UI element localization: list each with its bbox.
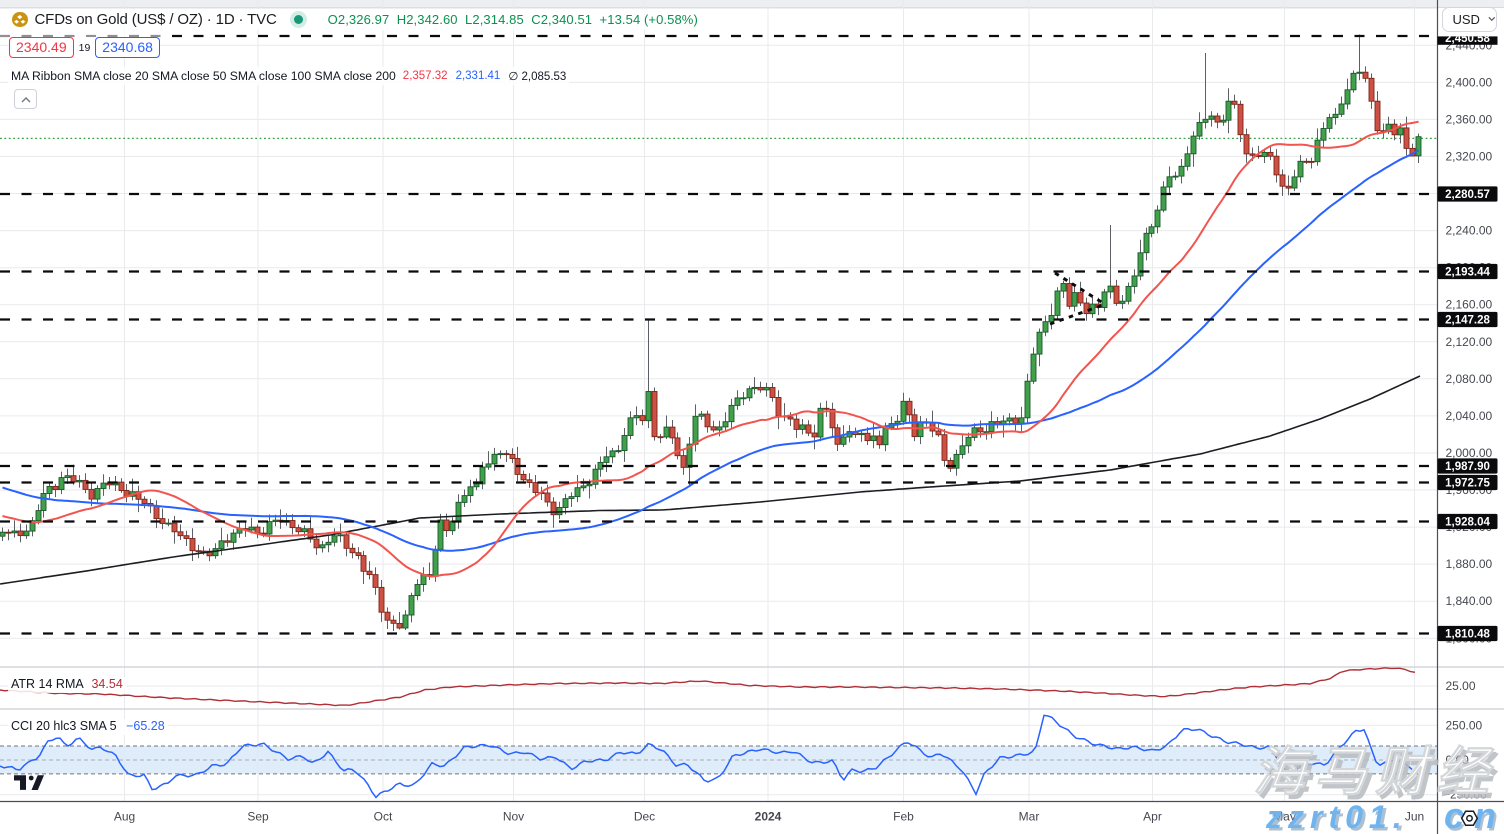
svg-text:1,928.04: 1,928.04 [1445, 517, 1490, 529]
svg-text:Feb: Feb [893, 810, 914, 824]
svg-text:2,147.28: 2,147.28 [1445, 315, 1490, 327]
svg-text:Oct: Oct [374, 810, 393, 824]
svg-text:1,810.48: 1,810.48 [1445, 629, 1490, 641]
svg-text:2024: 2024 [755, 810, 782, 824]
svg-text:2,450.58: 2,450.58 [1445, 33, 1490, 45]
svg-text:1,840.00: 1,840.00 [1446, 594, 1493, 608]
svg-text:1,880.00: 1,880.00 [1446, 557, 1493, 571]
svg-text:25.00: 25.00 [1446, 679, 1476, 693]
svg-text:2,320.00: 2,320.00 [1446, 150, 1493, 164]
svg-text:2,280.57: 2,280.57 [1445, 189, 1490, 201]
svg-text:zzrt01.: zzrt01. [1268, 802, 1411, 834]
svg-text:2,160.00: 2,160.00 [1446, 298, 1493, 312]
svg-text:Mar: Mar [1019, 810, 1040, 824]
svg-text:2,120.00: 2,120.00 [1446, 335, 1493, 349]
svg-text:Nov: Nov [503, 810, 524, 824]
svg-text:Jun: Jun [1405, 810, 1424, 824]
svg-text:Apr: Apr [1143, 810, 1162, 824]
svg-text:0.00: 0.00 [1446, 753, 1470, 767]
svg-text:c: c [1444, 795, 1464, 834]
svg-text:2,040.00: 2,040.00 [1446, 409, 1493, 423]
svg-text:c: c [1446, 798, 1466, 834]
svg-text:1,987.90: 1,987.90 [1445, 461, 1490, 473]
svg-text:2,400.00: 2,400.00 [1446, 75, 1493, 89]
svg-text:海马财经: 海马财经 [1253, 743, 1497, 802]
svg-text:Sep: Sep [247, 810, 269, 824]
svg-text:May: May [1273, 810, 1296, 824]
svg-text:zzrt01.: zzrt01. [1265, 799, 1408, 834]
svg-text:−250.00: −250.00 [1443, 788, 1487, 802]
svg-text:海马财经: 海马财经 [1257, 748, 1501, 807]
svg-text:Dec: Dec [634, 810, 655, 824]
svg-text:2,360.00: 2,360.00 [1446, 112, 1493, 126]
svg-text:1,972.75: 1,972.75 [1445, 478, 1490, 490]
svg-text:250.00: 250.00 [1446, 718, 1483, 732]
svg-text:2,240.00: 2,240.00 [1446, 224, 1493, 238]
svg-text:n: n [1474, 795, 1496, 834]
svg-text:n: n [1476, 798, 1498, 834]
svg-text:2,193.44: 2,193.44 [1445, 267, 1490, 279]
svg-text:2,080.00: 2,080.00 [1446, 372, 1493, 386]
svg-text:Aug: Aug [114, 810, 135, 824]
svg-text:2,000.00: 2,000.00 [1446, 446, 1493, 460]
